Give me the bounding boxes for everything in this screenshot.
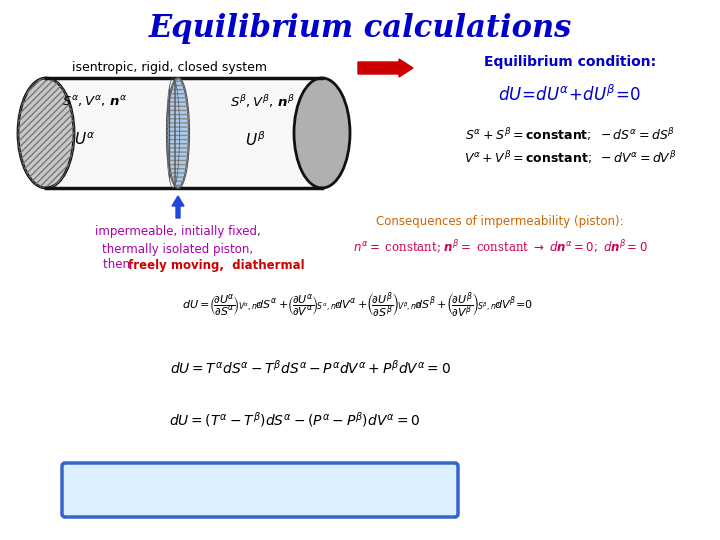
- Text: Equilibrium calculations: Equilibrium calculations: [148, 12, 572, 44]
- Text: thermally isolated piston,: thermally isolated piston,: [102, 242, 253, 255]
- Text: Consequences of impermeability (piston):: Consequences of impermeability (piston):: [376, 215, 624, 228]
- Text: freely moving,  diathermal: freely moving, diathermal: [128, 259, 305, 272]
- Text: $S^{\beta},V^{\beta},\,\boldsymbol{n}^{\beta}$: $S^{\beta},V^{\beta},\,\boldsymbol{n}^{\…: [230, 93, 294, 111]
- Ellipse shape: [18, 78, 74, 188]
- Bar: [46, 78, 322, 188]
- Ellipse shape: [167, 78, 189, 188]
- Text: $dU=T^{\alpha}dS^{\alpha}-T^{\beta}dS^{\alpha}-P^{\alpha}dV^{\alpha}+P^{\beta}dV: $dU=T^{\alpha}dS^{\alpha}-T^{\beta}dS^{\…: [169, 359, 451, 377]
- FancyArrow shape: [358, 59, 413, 77]
- FancyBboxPatch shape: [62, 463, 458, 517]
- Text: $dU=\left(T^{\alpha}-T^{\beta}\right)dS^{\alpha}-\left(P^{\alpha}-P^{\beta}\righ: $dU=\left(T^{\alpha}-T^{\beta}\right)dS^…: [169, 410, 420, 429]
- Text: $S^{\alpha}+S^{\beta}=\mathbf{constant};\ -dS^{\alpha}=dS^{\beta}$: $S^{\alpha}+S^{\beta}=\mathbf{constant};…: [465, 126, 675, 144]
- Text: $dU=\!\left(\!\dfrac{\partial U^{\alpha}}{\partial S^{\alpha}}\!\right)_{\!V^{\a: $dU=\!\left(\!\dfrac{\partial U^{\alpha}…: [182, 290, 534, 320]
- Text: $V^{\alpha}+V^{\beta}=\mathbf{constant};\ -dV^{\alpha}=dV^{\beta}$: $V^{\alpha}+V^{\beta}=\mathbf{constant};…: [464, 150, 676, 166]
- Text: $n^{\alpha}=$ constant; $\boldsymbol{n}^{\beta}=$ constant $\rightarrow\ d\bolds: $n^{\alpha}=$ constant; $\boldsymbol{n}^…: [353, 239, 647, 257]
- Text: $U^{\alpha}$: $U^{\alpha}$: [74, 132, 96, 148]
- Text: Equilibrium:  $T^{\alpha}=T^{\beta}$  and  $P^{\alpha}=P^{\beta}$: Equilibrium: $T^{\alpha}=T^{\beta}$ and …: [128, 479, 392, 501]
- Text: $U^{\beta}$: $U^{\beta}$: [245, 131, 266, 150]
- Text: Equilibrium condition:: Equilibrium condition:: [484, 55, 656, 69]
- Text: impermeable, initially fixed,: impermeable, initially fixed,: [95, 226, 261, 239]
- Text: isentropic, rigid, closed system: isentropic, rigid, closed system: [73, 62, 268, 75]
- FancyArrow shape: [172, 196, 184, 218]
- Text: $dU\!=\!dU^{\alpha}\!+\!dU^{\beta}\!=\!0$: $dU\!=\!dU^{\alpha}\!+\!dU^{\beta}\!=\!0…: [498, 85, 642, 105]
- Text: $S^{\alpha},V^{\alpha},\,\boldsymbol{n}^{\alpha}$: $S^{\alpha},V^{\alpha},\,\boldsymbol{n}^…: [63, 94, 127, 110]
- Ellipse shape: [294, 78, 350, 188]
- Text: then: then: [103, 259, 134, 272]
